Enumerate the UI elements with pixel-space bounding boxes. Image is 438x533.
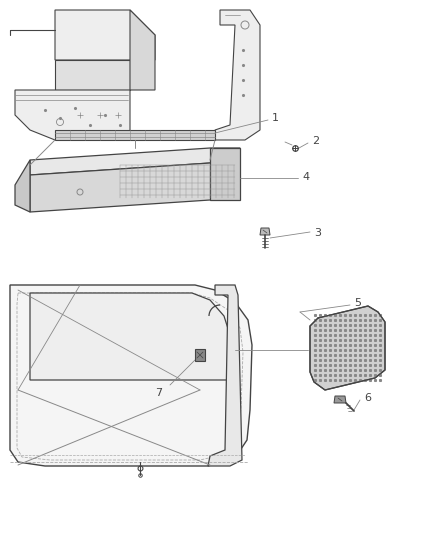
Text: 7: 7 — [155, 388, 162, 398]
Polygon shape — [55, 60, 130, 90]
Polygon shape — [10, 285, 252, 466]
Text: 3: 3 — [314, 228, 321, 238]
Polygon shape — [334, 396, 346, 403]
Polygon shape — [215, 10, 260, 140]
Polygon shape — [210, 148, 240, 200]
Polygon shape — [195, 349, 205, 361]
Polygon shape — [260, 228, 270, 235]
Polygon shape — [15, 160, 30, 212]
Text: 6: 6 — [364, 393, 371, 403]
Text: 2: 2 — [312, 136, 319, 146]
Polygon shape — [310, 306, 385, 390]
Polygon shape — [15, 90, 130, 140]
Polygon shape — [55, 130, 215, 140]
Text: 4: 4 — [302, 172, 309, 182]
Text: 5: 5 — [354, 298, 361, 308]
Polygon shape — [55, 10, 155, 60]
Polygon shape — [30, 293, 230, 380]
Polygon shape — [30, 163, 240, 212]
Text: 1: 1 — [272, 113, 279, 123]
Polygon shape — [30, 148, 240, 175]
Polygon shape — [130, 10, 155, 90]
Polygon shape — [208, 285, 242, 466]
